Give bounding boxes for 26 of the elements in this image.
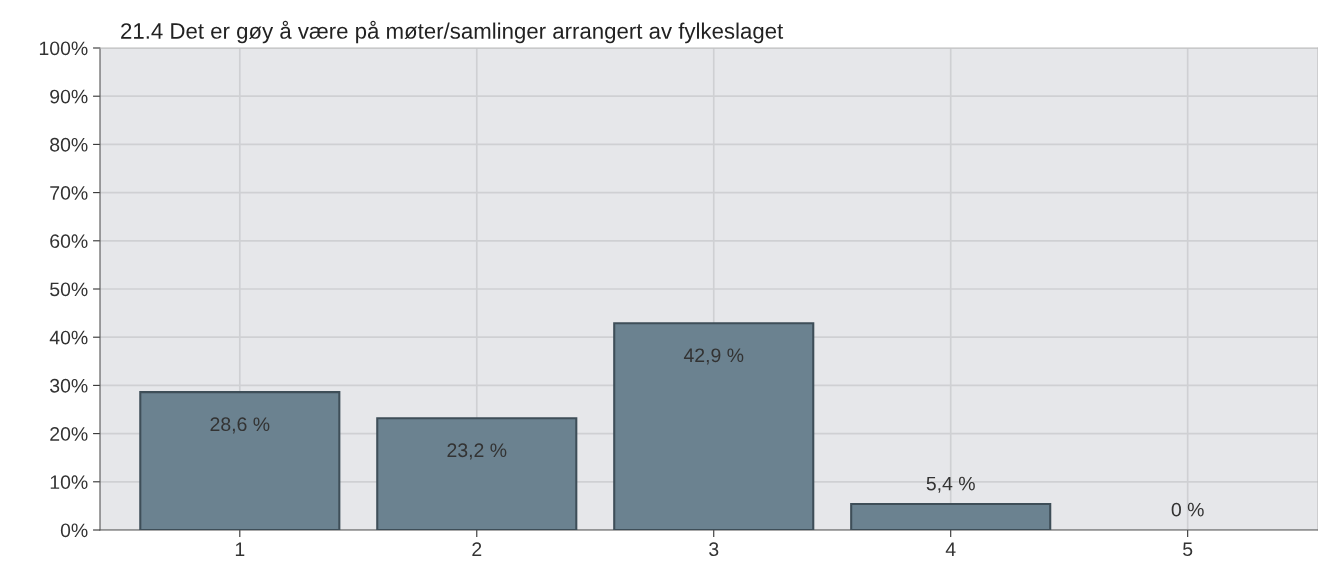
- y-tick-label: 40%: [49, 330, 88, 345]
- x-tick-label: 3: [709, 542, 719, 557]
- bar: [850, 502, 1052, 530]
- y-tick-label: 90%: [50, 89, 88, 104]
- y-tick-label: 0%: [60, 523, 88, 538]
- x-tick-label: 1: [235, 542, 245, 556]
- y-tick-label: 50%: [50, 282, 88, 297]
- chart-title: 21.4 Det er gøy å være på møter/samlinger arrangert av fylkeslaget: [121, 20, 784, 44]
- bar: [613, 322, 815, 530]
- y-tick-label: 80%: [50, 137, 88, 152]
- y-tick-label: 100%: [39, 41, 88, 56]
- y-tick-label: 60%: [50, 234, 88, 249]
- data-label: 23,2 %: [447, 443, 507, 460]
- bar: [376, 417, 578, 530]
- y-tick-label: 30%: [50, 378, 88, 393]
- x-tick-label: 4: [945, 542, 956, 556]
- data-label: 42,9 %: [683, 348, 744, 365]
- x-tick-label: 2: [472, 542, 482, 556]
- x-tick-label: 5: [1183, 542, 1193, 557]
- data-label: 0 %: [1171, 502, 1204, 517]
- y-tick-label: 10%: [50, 475, 88, 490]
- data-label: 28,6 %: [210, 417, 270, 434]
- bar: [139, 391, 341, 530]
- y-tick-label: 20%: [50, 427, 88, 441]
- data-label: 5,4 %: [926, 476, 975, 493]
- y-tick-label: 70%: [50, 186, 88, 200]
